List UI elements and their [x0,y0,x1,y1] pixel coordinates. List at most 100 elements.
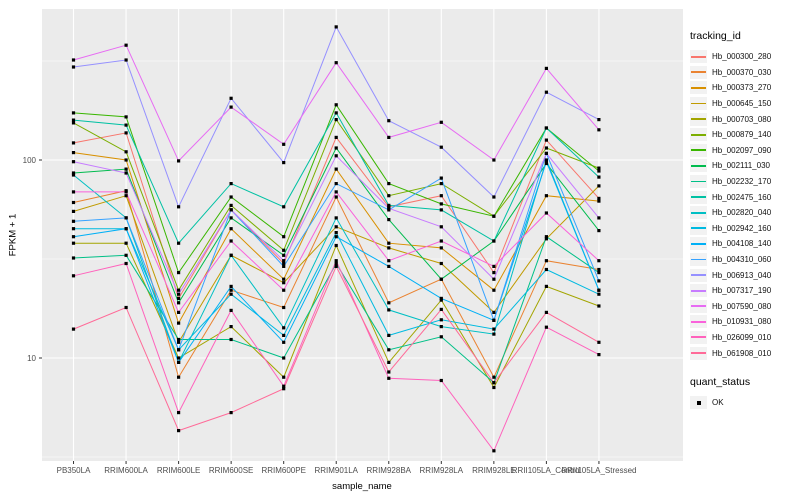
legend-item: Hb_000879_140 [690,127,800,143]
data-point [282,261,286,266]
data-point [177,356,181,360]
data-point [334,111,338,115]
legend-label: Hb_007317_190 [712,286,772,296]
data-point [439,318,443,322]
legend-item: Hb_002820_040 [690,205,800,221]
data-point [124,194,128,198]
data-point [544,138,548,142]
legend-item: Hb_007590_080 [690,299,800,315]
data-point [177,271,181,275]
data-point [71,141,76,145]
legend-key-swatch [690,330,707,344]
x-tick-label: RRIM901LA [314,466,358,475]
legend-item: Hb_004310_060 [690,252,800,268]
data-point [439,225,443,229]
legend-key-swatch [690,97,707,111]
x-tick-label: RRIM928LA [420,466,464,475]
legend-key-swatch [690,237,707,251]
data-point [492,277,496,281]
data-point [439,378,443,383]
data-point [229,239,233,243]
data-point [492,239,496,243]
data-point [282,205,286,209]
data-point [71,190,76,194]
data-point [71,171,76,175]
data-point [334,182,338,186]
data-point [124,58,128,62]
data-point [544,161,548,166]
legend-item: Hb_004108_140 [690,236,800,252]
data-point [597,229,601,233]
legend-key-swatch [690,253,707,267]
legend-key-swatch [690,50,707,64]
data-point [71,209,76,213]
legend-label: Hb_010931_080 [712,317,772,327]
x-tick-label: RRIM928BA [367,466,412,475]
data-point [229,208,233,212]
legend-title-quant-status: quant_status [690,375,751,388]
legend-label: Hb_000300_280 [712,52,772,62]
data-point [439,307,443,311]
data-point [387,194,391,198]
data-point [229,105,233,109]
x-tick-label: RRII105LA_Control [512,466,582,475]
data-point [597,199,601,203]
data-point [124,43,128,47]
data-point [387,241,391,245]
data-point [597,340,601,344]
data-point [177,159,181,163]
data-point [334,261,338,266]
data-point [177,288,181,292]
data-point [544,284,548,288]
data-point [387,246,391,250]
data-point [177,292,181,296]
data-point [177,241,181,245]
data-point [544,90,548,94]
data-point [282,161,286,165]
data-point [124,131,128,135]
data-point [229,216,233,220]
data-point [544,267,548,272]
data-point [124,253,128,257]
data-point [387,203,391,207]
data-point [177,411,181,415]
legend-label: Hb_000373_270 [712,83,772,93]
data-point [544,310,548,314]
data-point [544,151,548,155]
legend-key-swatch [690,65,707,79]
legend-label: Hb_000703_080 [712,114,772,124]
quant-ok-key [690,396,707,410]
legend-item: Hb_002111_030 [690,158,800,174]
data-point [387,360,391,364]
data-point [177,340,181,344]
data-point [124,150,128,154]
data-point [71,121,76,125]
legend-item: Hb_002475_160 [690,189,800,205]
legend-label: Hb_002111_030 [712,161,770,171]
data-point [387,308,391,312]
data-point [439,246,443,250]
data-point [124,190,128,194]
data-point [544,325,548,329]
legend-item: Hb_061908_010 [690,345,800,361]
data-point [71,235,76,239]
data-point [439,239,443,243]
x-tick-label: RRIM928LE [472,466,516,475]
legend-label: Hb_026099_010 [712,332,772,342]
legend-label: OK [712,398,724,408]
data-point [544,160,548,164]
data-point [439,182,443,186]
legend-label: Hb_006913_040 [712,270,772,280]
data-point [124,227,128,231]
data-point [124,167,128,171]
data-point [71,65,76,69]
x-tick-label: RRIM600SE [209,466,253,475]
data-point [124,261,128,266]
data-point [492,327,496,331]
data-point [177,348,181,352]
data-point [71,118,76,122]
legend-item: Hb_002942_160 [690,221,800,237]
legend-item: Hb_006913_040 [690,267,800,283]
data-point [597,279,601,283]
